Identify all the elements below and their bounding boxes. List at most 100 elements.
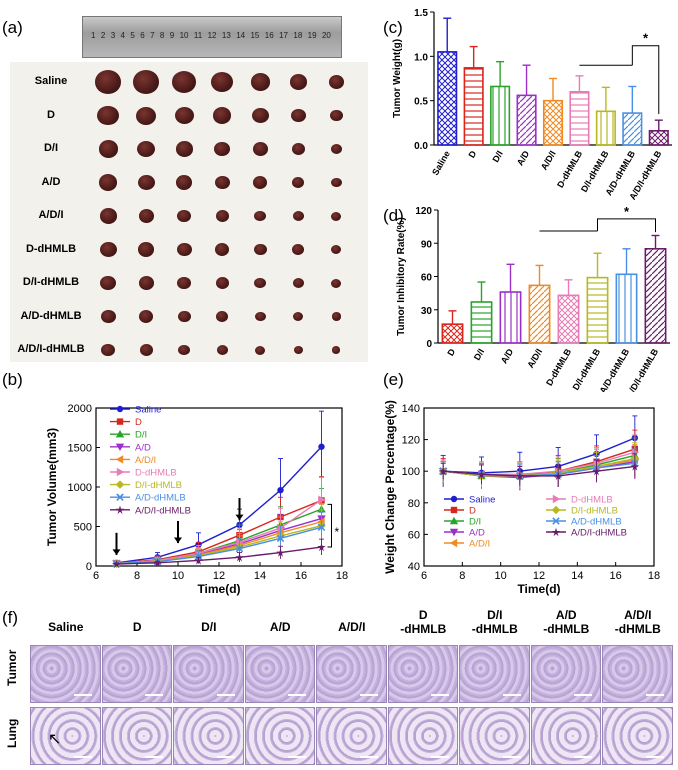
data-point (317, 542, 326, 552)
tumor-specimen (329, 109, 343, 122)
plot-frame (95, 407, 343, 567)
series-line-a-d (116, 517, 322, 565)
legend-label-d-i: D/I (469, 517, 481, 528)
tumor-specimen (215, 277, 229, 289)
x-tick-label: D/I-dHMLB (571, 347, 603, 392)
ruler-tick-8: 8 (159, 31, 165, 40)
y-tick-label: 140 (402, 403, 420, 415)
ruler-tick-3: 3 (110, 31, 116, 40)
tumor-specimen (176, 175, 192, 190)
tumor-volume-chart: 6 8 10 12 14 16 18 0 500 1000 1500 2000 Time(d) Tumor… (45, 403, 348, 596)
legend-label-d: D (135, 417, 142, 428)
scale-bar (73, 694, 92, 696)
significance-star: * (335, 525, 340, 539)
tumor-specimen (215, 243, 229, 256)
tumor-specimen (214, 141, 230, 157)
histology-column-a-d: A/D (269, 620, 291, 634)
significance-bracket (539, 218, 656, 233)
series-line-d-i-dhmlb (116, 525, 322, 565)
legend-label-d-dhmlb: D-dHMLB (135, 468, 177, 479)
ruler-tick-10: 10 (179, 31, 189, 40)
data-point (115, 480, 125, 489)
scale-bar (145, 694, 163, 696)
tumor-weight-chart: 0.0 0.5 1.0 1.5 Tumor Weight(g) Saline D D/I A/D… (392, 8, 672, 200)
x-tick-label: D (445, 347, 457, 358)
photo-row-label-saline: Saline (34, 75, 68, 87)
data-point (115, 443, 125, 451)
tumor-specimen (293, 345, 303, 355)
tumor-specimen (328, 75, 344, 89)
histology-image-lung-a-d-i (316, 707, 387, 765)
histology-image-tumor-a-d (244, 645, 315, 703)
y-tick-label: 1000 (68, 482, 92, 494)
y-tick-label: 60 (421, 273, 433, 284)
data-point (116, 405, 124, 413)
legend-label-d-i-dhmlb: D/I-dHMLB (135, 480, 182, 491)
histology-panel: Saline D D/I A/D A/D/I D -dHMLB D/I -dHMLB A/D -dH… (0, 605, 678, 770)
scale-bar (502, 756, 521, 758)
ruler: 1 2 3 4 5 6 7 8 9 10 11 12 13 14 15 16 17 18 19 20 (82, 16, 342, 58)
data-point (449, 528, 459, 537)
x-tick-label: D/I (472, 347, 486, 362)
x-tick-label: D-dHMLB (544, 347, 573, 388)
metastasis-arrow-icon: ↖ (48, 731, 62, 748)
bar-saline (437, 51, 458, 146)
x-tick-label: 12 (533, 570, 545, 582)
x-tick-label: 16 (295, 570, 307, 582)
histology-image-lung-saline (30, 707, 101, 765)
tumor-specimen (290, 108, 306, 123)
data-point (277, 486, 284, 494)
scale-bar (145, 756, 163, 758)
bar-a-d-i (542, 99, 564, 146)
data-point (515, 471, 525, 481)
treatment-arrowhead (235, 514, 244, 521)
ruler-tick-18: 18 (293, 31, 303, 40)
tumor-specimen (252, 142, 268, 156)
tumor-specimen (99, 174, 117, 191)
histology-row-lung: Lung (5, 718, 19, 748)
tumor-specimen (332, 346, 340, 354)
legend-label-a-d-i: A/D/I (469, 539, 490, 550)
histology-column-d-dhmlb: D -dHMLB (400, 608, 447, 636)
x-tick-label: A/D-dHMLB (598, 347, 632, 392)
tumor-specimen (136, 106, 156, 125)
tumor-specimen (292, 244, 304, 255)
series-line-a-d-dhmlb (116, 526, 322, 565)
tumor-specimen (177, 310, 191, 323)
histology-column-a-d-dhmlb: A/D -dHMLB (543, 608, 590, 636)
y-tick-label: 1500 (68, 443, 92, 455)
data-point (115, 505, 125, 514)
histology-image-lung-d-i-dhmlb (459, 707, 530, 765)
histology-image-tumor-a-d-dhmlb (530, 645, 601, 703)
significance-bracket (579, 45, 660, 114)
plot-frame (423, 407, 655, 567)
bar-d-i-dhmlb (586, 276, 609, 344)
histology-column-saline: Saline (48, 620, 84, 634)
bar-d-i (470, 301, 493, 344)
tumor-specimen (292, 278, 304, 288)
series-line-saline (116, 446, 323, 564)
y-tick-label: 2000 (68, 403, 92, 415)
legend-label-saline: Saline (469, 495, 495, 506)
legend-label-a-d-dhmlb: A/D-dHMLB (571, 517, 622, 528)
x-tick-label: 14 (254, 570, 266, 582)
ruler-tick-17: 17 (279, 31, 288, 40)
photo-row-label-a-d-dhmlb: A/D-dHMLB (20, 309, 82, 322)
weight-change-chart: 6 8 10 12 14 16 18 40 60 80 100 120 140 Time(d) Weight… (383, 400, 660, 596)
tumor-specimen (98, 140, 118, 158)
scale-bar (216, 694, 235, 696)
y-tick-label: 0.5 (414, 97, 428, 108)
histology-image-tumor-d-dhmlb (387, 645, 458, 703)
ruler-tick-4: 4 (120, 31, 125, 40)
photo-row-label-a-d: A/D (41, 175, 61, 188)
tumor-specimen (289, 74, 307, 90)
panel-c-label: (c) (383, 18, 403, 37)
legend-label-a-d-i-dhmlb: A/D/I-dHMLB (135, 505, 191, 516)
tumor-specimen (331, 245, 341, 254)
y-tick-label: 100 (402, 466, 420, 478)
data-point (153, 558, 162, 568)
legend-label-a-d-i: A/D/I (135, 455, 156, 466)
x-tick-label: 18 (336, 570, 348, 582)
tumor-specimen (255, 345, 265, 355)
tumor-specimen (137, 140, 155, 158)
